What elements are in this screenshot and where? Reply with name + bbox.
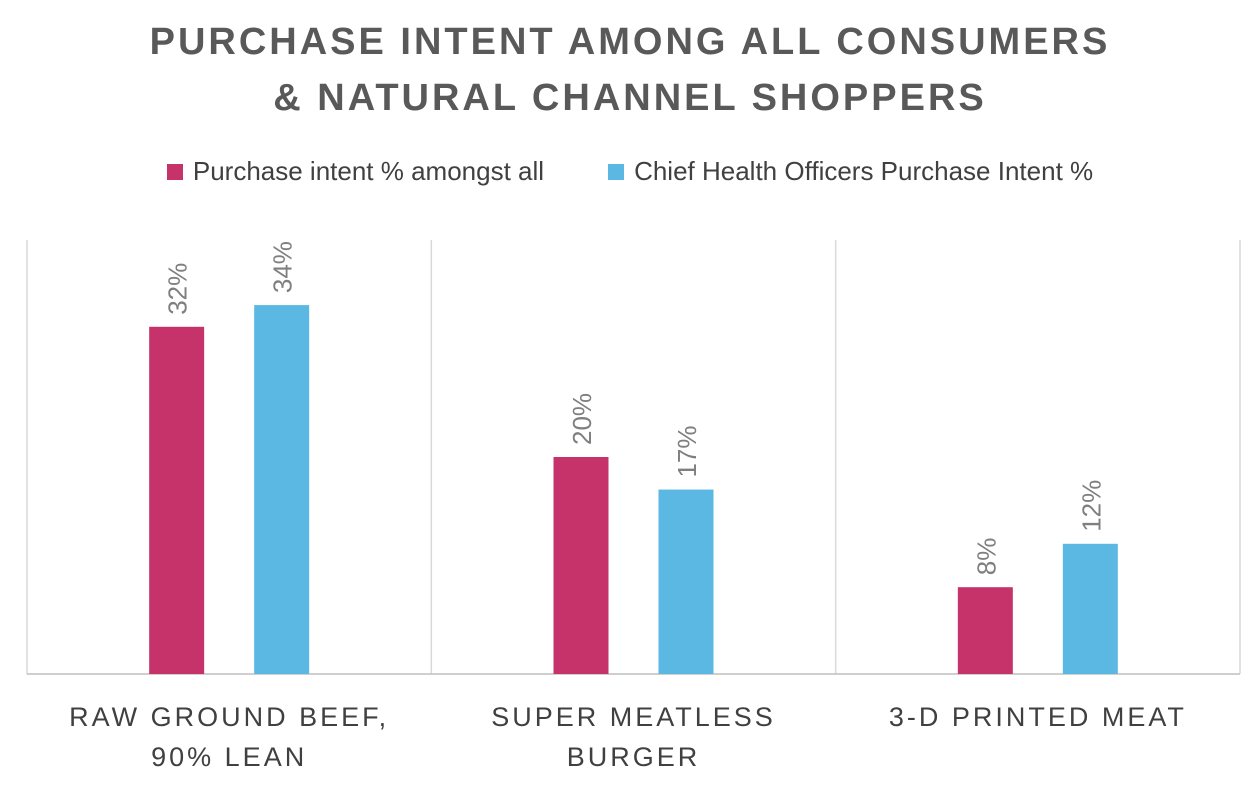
legend-swatch-series-1 bbox=[166, 163, 183, 180]
legend-item-series-1: Purchase intent % amongst all bbox=[166, 156, 545, 187]
category-label-1-line-1: RAW GROUND BEEF, bbox=[69, 702, 389, 732]
data-label-series-2-category-2: 17% bbox=[672, 426, 702, 478]
bar-series-1-category-2 bbox=[553, 457, 609, 674]
category-label-1-line-2: 90% LEAN bbox=[151, 742, 307, 772]
chart-title: PURCHASE INTENT AMONG ALL CONSUMERS & NA… bbox=[0, 14, 1260, 126]
category-label-3-line-1: 3-D PRINTED MEAT bbox=[889, 702, 1187, 732]
data-label-series-1-category-3: 8% bbox=[971, 538, 1001, 576]
bar-series-1-category-1 bbox=[149, 326, 205, 674]
data-label-series-1-category-1: 32% bbox=[163, 263, 193, 315]
category-label-2-line-2: BURGER bbox=[567, 742, 701, 772]
legend-label-series-1: Purchase intent % amongst all bbox=[192, 156, 545, 186]
legend-item-series-2: Chief Health Officers Purchase Intent % bbox=[608, 156, 1093, 187]
chart-title-line-1: PURCHASE INTENT AMONG ALL CONSUMERS bbox=[149, 21, 1111, 63]
bar-series-2-category-1 bbox=[254, 305, 310, 674]
legend-swatch-series-2 bbox=[608, 163, 625, 180]
data-label-series-2-category-3: 12% bbox=[1076, 480, 1106, 532]
legend-label-series-2: Chief Health Officers Purchase Intent % bbox=[634, 156, 1094, 186]
data-label-series-1-category-2: 20% bbox=[567, 393, 597, 445]
bar-series-1-category-3 bbox=[957, 587, 1013, 674]
bar-series-2-category-2 bbox=[658, 489, 714, 674]
chart-title-line-2: & NATURAL CHANNEL SHOPPERS bbox=[273, 77, 987, 119]
data-label-series-2-category-1: 34% bbox=[268, 241, 298, 293]
bar-series-2-category-3 bbox=[1062, 543, 1118, 674]
chart-legend: Purchase intent % amongst all Chief Heal… bbox=[0, 156, 1260, 187]
category-label-2-line-1: SUPER MEATLESS bbox=[491, 702, 776, 732]
